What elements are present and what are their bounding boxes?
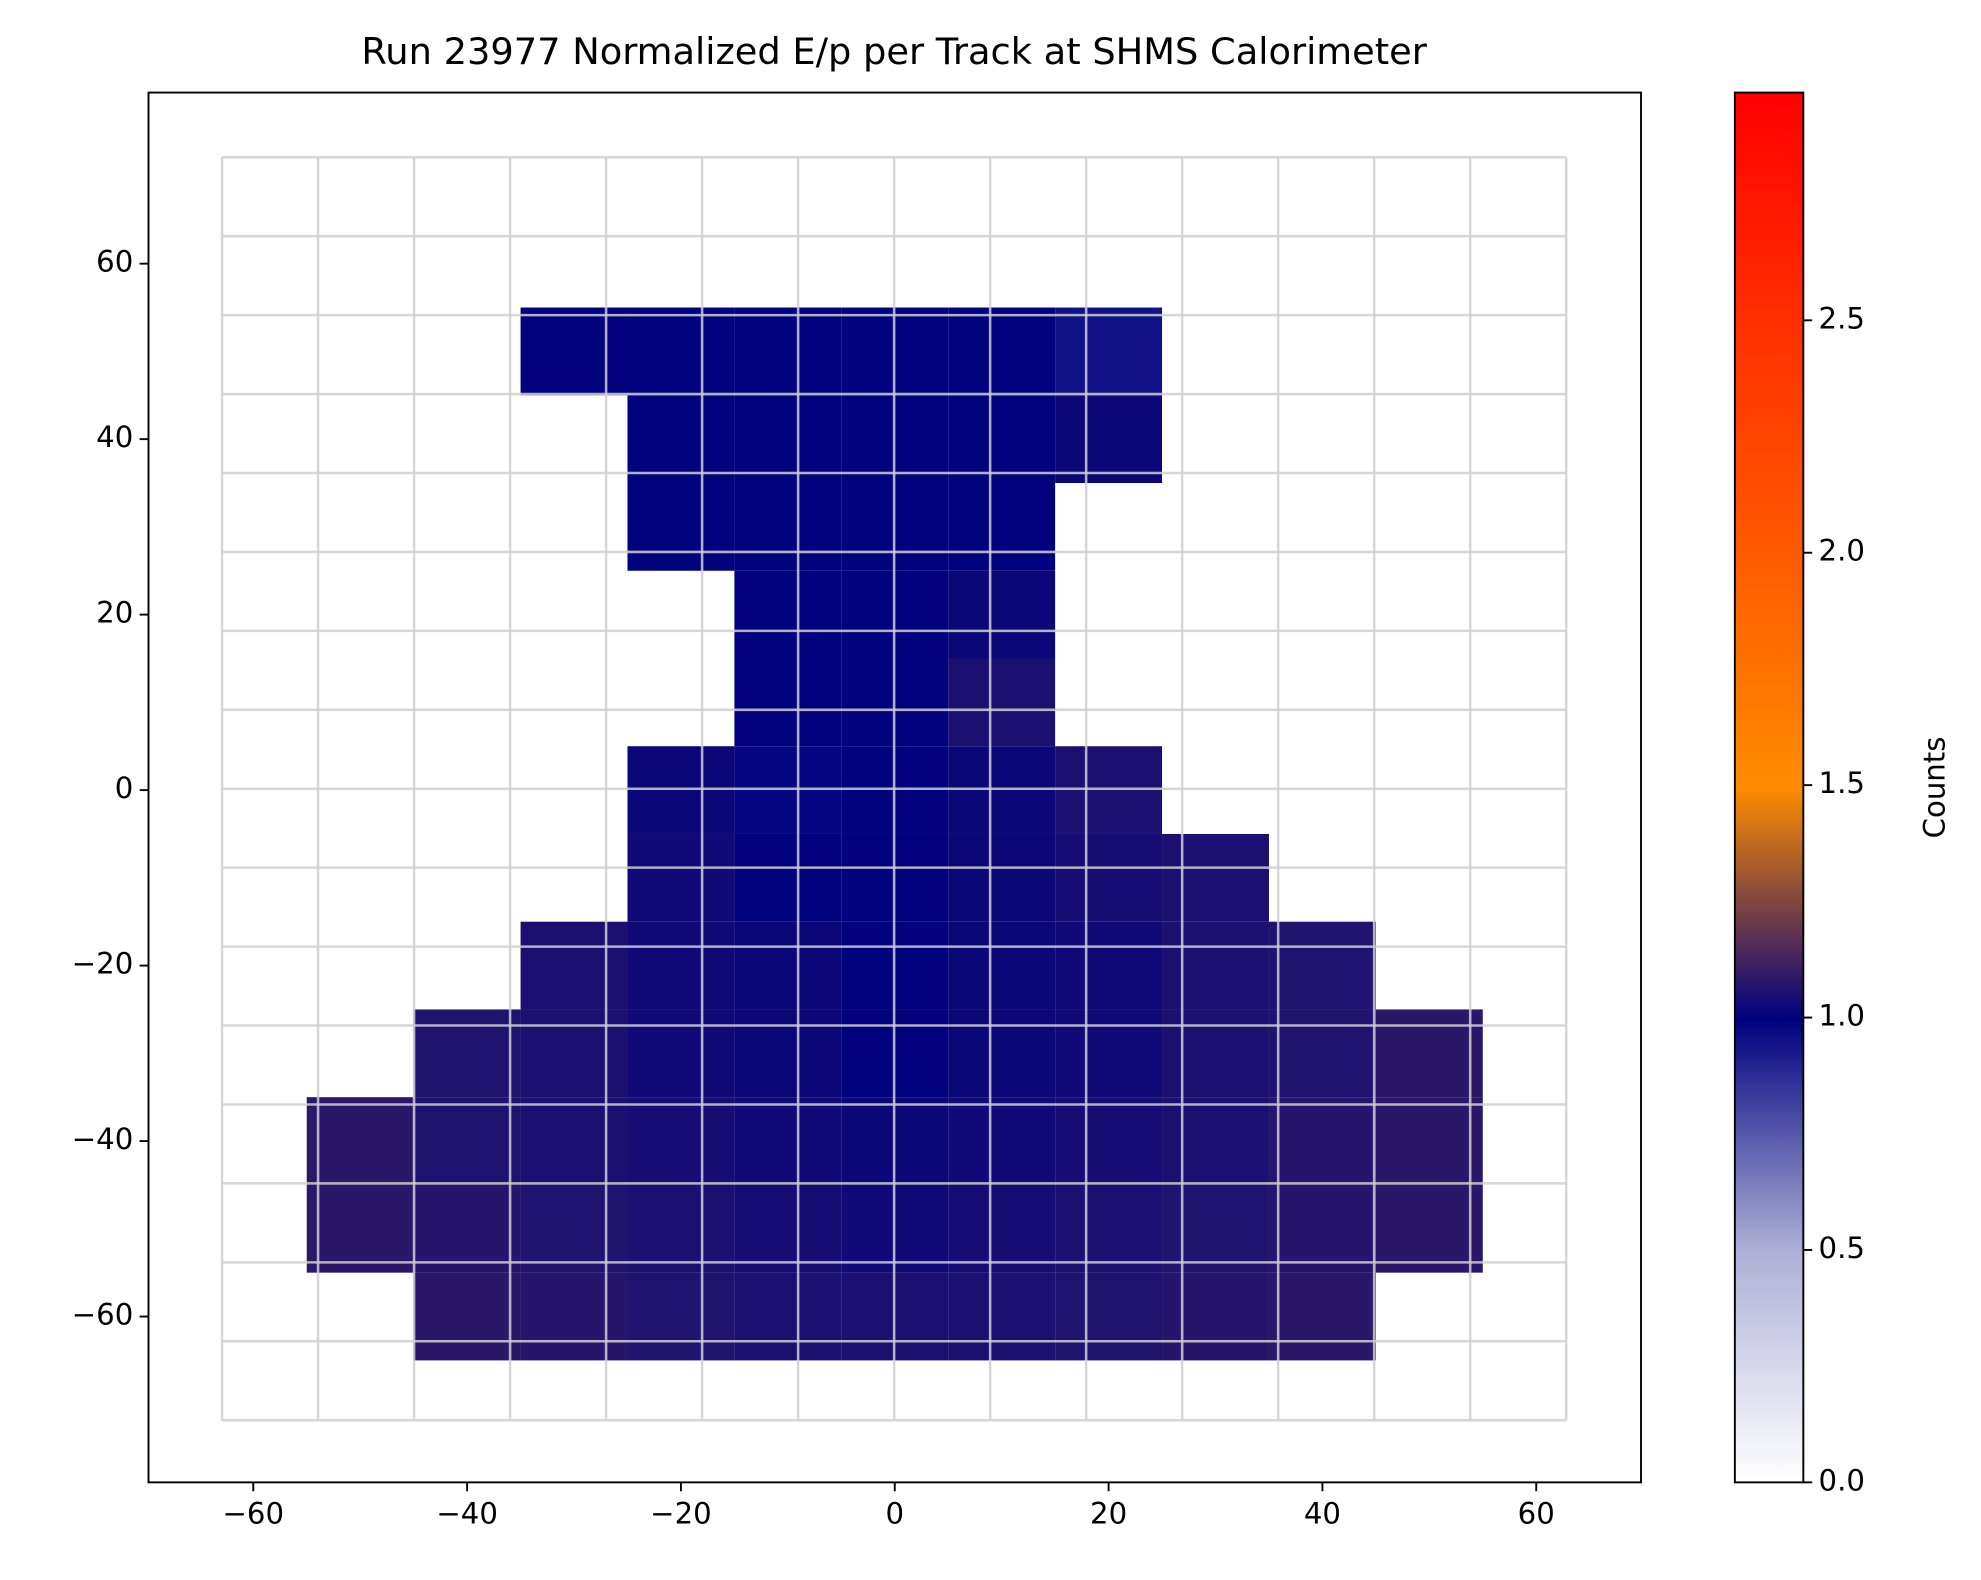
x-tick-label: −20 [650,1496,712,1530]
heatmap-cell [948,307,1056,396]
heatmap-cell [1268,1272,1376,1361]
heatmap-cell [1375,1009,1483,1098]
heatmap-cell [948,921,1056,1010]
heatmap-cell [1268,921,1376,1010]
x-tick-label: −40 [436,1496,498,1530]
heatmap-cell [1375,1184,1483,1273]
heatmap-cell [948,746,1056,834]
y-tick-label: −20 [72,947,134,981]
heatmap-cell [734,395,842,484]
heatmap-cell [627,746,735,834]
x-tick-label: 0 [885,1496,904,1530]
heatmap-cell [1055,307,1163,396]
y-tick-label: 20 [96,596,133,630]
heatmap-cell [948,1097,1056,1185]
heatmap-cell [627,483,735,571]
heatmap-cell [734,746,842,834]
heatmap-cell [1055,921,1163,1010]
heatmap-cell [627,921,735,1010]
heatmap-cell [1055,746,1163,834]
heatmap-cell [948,833,1056,922]
heatmap-cell [520,921,628,1010]
heatmap-cell [1162,921,1269,1010]
x-tick-label: 20 [1090,1496,1127,1530]
y-tick-label: 60 [96,245,133,279]
colorbar-tick-label: 0.0 [1819,1463,1865,1497]
heatmap-cell [627,307,735,396]
heatmap-cell [734,1097,842,1185]
heatmap-cell [948,483,1056,571]
heatmap-cell [306,1097,414,1185]
x-tick-label: 60 [1518,1496,1555,1530]
heatmap-cell [520,1009,628,1098]
heatmap-cell [734,570,842,659]
heatmap-cell [948,1272,1056,1361]
heatmap-cell [1162,1097,1269,1185]
y-tick-label: −40 [72,1122,134,1156]
heatmap-cell [1055,395,1163,484]
heatmap-cell [734,921,842,1010]
x-tick-label: 40 [1304,1496,1341,1530]
heatmap-cell [1055,833,1163,922]
heatmap-cell [627,395,735,484]
heatmap-cell [1162,1272,1269,1361]
heatmap-cell [520,1097,628,1185]
x-tick-label: −60 [223,1496,285,1530]
heatmap-cell [734,1272,842,1361]
heatmap-cell [1055,1009,1163,1098]
heatmap-cell [520,1272,628,1361]
heatmap-cell [734,1184,842,1273]
colorbar-tick-label: 2.5 [1819,301,1865,335]
heatmap-cell [1055,1097,1163,1185]
colorbar-tick-label: 1.5 [1819,766,1865,800]
colorbar [1733,91,1805,1484]
heatmap-cell [734,483,842,571]
heatmap-cell [627,1097,735,1185]
heatmap-cell [413,1184,521,1273]
colorbar-tick-label: 0.5 [1819,1231,1865,1265]
chart-title: Run 23977 Normalized E/p per Track at SH… [361,30,1427,73]
heatmap-cell [948,1184,1056,1273]
heatmap-cell [948,1009,1056,1098]
heatmap-cell [1268,1009,1376,1098]
colorbar-label: Counts [1917,737,1951,839]
heatmap-cell [627,1009,735,1098]
heatmap-cell [948,658,1056,747]
heatmap-cell [627,1184,735,1273]
heatmap-cell [1268,1097,1376,1185]
heatmap-cell [413,1272,521,1361]
heatmap-cell [734,658,842,747]
heatmap-cell [1162,1009,1269,1098]
colorbar-tick-label: 1.0 [1819,999,1865,1033]
heatmap-cell [627,1272,735,1361]
heatmap-cell [948,395,1056,484]
heatmap-cell [413,1097,521,1185]
heatmap-cell [734,307,842,396]
heatmap-cell [520,307,628,396]
heatmap-cell [306,1184,414,1273]
y-tick-label: −60 [72,1298,134,1332]
heatmap-cell [1162,833,1269,922]
heatmap-cell [1268,1184,1376,1273]
heatmap-cell [520,1184,628,1273]
heatmap-cell [734,1009,842,1098]
heatmap-cell [627,833,735,922]
heatmap-cell [1375,1097,1483,1185]
y-tick-label: 0 [115,771,134,805]
heatmap-cell [948,570,1056,659]
y-tick-label: 40 [96,420,133,454]
colorbar-tick-label: 2.0 [1819,534,1865,568]
heatmap-cell [1162,1184,1269,1273]
heatmap-cell [1055,1184,1163,1273]
heatmap-cell [734,833,842,922]
heatmap-cell [1055,1272,1163,1361]
heatmap-cell [413,1009,521,1098]
